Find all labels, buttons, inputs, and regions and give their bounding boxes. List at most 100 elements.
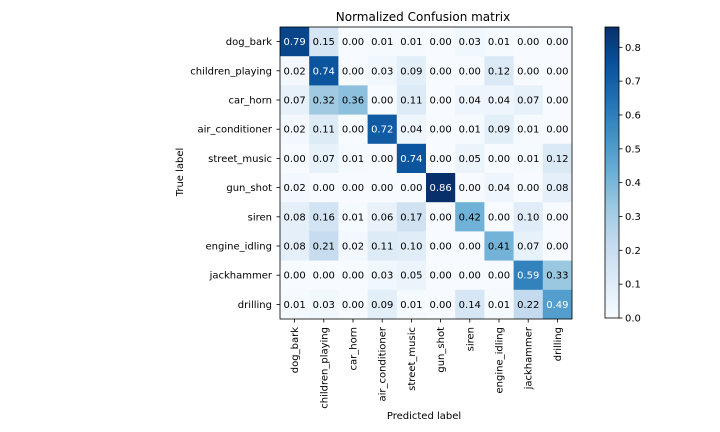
- cell-value-label: 0.22: [517, 300, 539, 311]
- colorbar-tick-label: 0.4: [625, 178, 641, 189]
- cell-value-label: 0.00: [342, 271, 364, 282]
- cell-value-label: 0.79: [283, 37, 305, 48]
- heatmap-cell: [309, 56, 339, 86]
- heatmap-cell: [426, 289, 456, 320]
- cell-value-label: 0.01: [371, 37, 393, 48]
- cell-value-label: 0.01: [283, 300, 305, 311]
- heatmap-cell: [455, 202, 485, 232]
- x-tick-label: gun_shot: [436, 327, 447, 373]
- heatmap-cell: [367, 202, 398, 232]
- heatmap-cell: [542, 202, 573, 232]
- cell-value-label: 0.00: [546, 242, 568, 253]
- cell-value-label: 0.00: [283, 154, 305, 165]
- cell-value-label: 0.05: [459, 154, 481, 165]
- cell-value-label: 0.00: [342, 125, 364, 136]
- heatmap-cell: [484, 143, 514, 174]
- heatmap-cell: [396, 56, 427, 86]
- heatmap-cell: [338, 85, 368, 115]
- heatmap-cell: [367, 56, 398, 86]
- cell-value-label: 0.04: [400, 125, 422, 136]
- x-tick-label: siren: [465, 327, 476, 351]
- heatmap-cell: [367, 114, 398, 145]
- cell-value-label: 0.36: [342, 96, 364, 107]
- heatmap-cell: [309, 260, 339, 291]
- cell-value-label: 0.49: [546, 300, 568, 311]
- cell-value-label: 0.00: [313, 183, 335, 194]
- cell-value-label: 0.07: [283, 96, 305, 107]
- heatmap-cell: [338, 114, 368, 145]
- heatmap-cell: [280, 143, 310, 174]
- heatmap-cell: [455, 27, 485, 57]
- heatmap-cell: [338, 173, 368, 203]
- heatmap-cell: [396, 289, 427, 320]
- heatmap-cell: [309, 143, 339, 174]
- colorbar-tick-label: 0.6: [625, 110, 641, 121]
- cell-value-label: 0.10: [400, 242, 422, 253]
- heatmap-cell: [542, 231, 573, 261]
- cell-value-label: 0.00: [371, 154, 393, 165]
- heatmap-cell: [542, 85, 573, 115]
- heatmap-cell: [542, 289, 573, 320]
- cell-value-label: 0.02: [342, 242, 364, 253]
- cell-value-label: 0.01: [342, 212, 364, 223]
- cell-value-label: 0.08: [283, 212, 305, 223]
- heatmap-cell: [338, 143, 368, 174]
- x-tick-labels: dog_bark children_playing car_horn air_cond…: [290, 319, 564, 409]
- cell-value-label: 0.00: [429, 154, 451, 165]
- heatmap-cell: [338, 27, 368, 57]
- cell-value-label: 0.16: [313, 212, 335, 223]
- cell-value-label: 0.07: [517, 96, 539, 107]
- cell-value-label: 0.00: [546, 66, 568, 77]
- cell-value-label: 0.09: [371, 300, 393, 311]
- heatmap-cell: [396, 173, 427, 203]
- heatmap-cells: [280, 27, 573, 320]
- colorbar: [604, 26, 620, 319]
- cell-value-label: 0.00: [429, 125, 451, 136]
- cell-value-label: 0.03: [459, 37, 481, 48]
- cell-value-label: 0.04: [459, 96, 481, 107]
- heatmap-cell: [484, 114, 514, 145]
- cell-value-label: 0.02: [283, 125, 305, 136]
- heatmap-cell: [426, 143, 456, 174]
- heatmap-cell: [484, 289, 514, 320]
- cell-value-label: 0.72: [371, 125, 393, 136]
- heatmap-cell: [455, 173, 485, 203]
- cell-value-label: 0.00: [400, 183, 422, 194]
- x-axis-label: Predicted label: [387, 411, 461, 422]
- heatmap-cell: [338, 260, 368, 291]
- cell-value-label: 0.01: [400, 300, 422, 311]
- heatmap-cell: [338, 289, 368, 320]
- cell-value-label: 0.00: [517, 183, 539, 194]
- heatmap-cell: [280, 114, 310, 145]
- heatmap-cell: [513, 173, 544, 203]
- cell-value-label: 0.01: [517, 125, 539, 136]
- heatmap-cell: [513, 114, 544, 145]
- cell-value-label: 0.06: [371, 212, 393, 223]
- cell-value-label: 0.42: [459, 212, 481, 223]
- cell-value-label: 0.00: [488, 271, 510, 282]
- heatmap-cell: [426, 114, 456, 145]
- colorbar-tick-label: 0.7: [625, 77, 641, 88]
- cell-value-label: 0.00: [371, 183, 393, 194]
- cell-value-label: 0.09: [400, 66, 422, 77]
- heatmap-cell: [396, 260, 427, 291]
- heatmap-cell: [484, 85, 514, 115]
- heatmap-cell: [338, 231, 368, 261]
- cell-value-label: 0.00: [429, 66, 451, 77]
- heatmap-cell: [309, 114, 339, 145]
- cell-value-label: 0.00: [488, 212, 510, 223]
- heatmap-cell: [367, 27, 398, 57]
- x-tick-label: jackhammer: [524, 326, 535, 390]
- cell-value-label: 0.05: [400, 271, 422, 282]
- x-tick-label: street_music: [407, 327, 418, 391]
- colorbar-ticks: 0.0 0.1 0.2 0.3 0.4 0.5 0.6 0.7 0.8: [619, 43, 641, 325]
- cell-value-label: 0.21: [313, 242, 335, 253]
- heatmap-cell: [309, 27, 339, 57]
- heatmap-cell: [484, 231, 514, 261]
- x-tick-label: engine_idling: [495, 327, 506, 393]
- heatmap-cell: [426, 27, 456, 57]
- cell-value-label: 0.00: [546, 37, 568, 48]
- cell-value-label: 0.01: [488, 37, 510, 48]
- heatmap-cell: [542, 56, 573, 86]
